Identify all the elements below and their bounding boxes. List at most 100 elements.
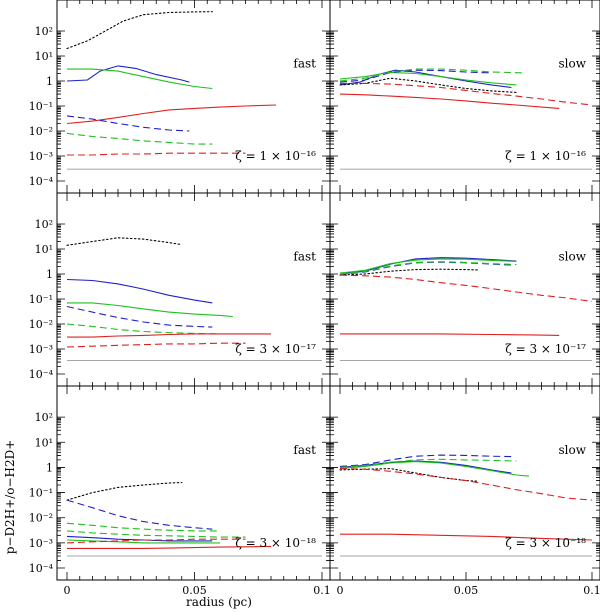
series-blue-solid bbox=[66, 278, 213, 304]
y-tick-label: 10⁻² bbox=[29, 125, 53, 138]
series-blue-dashed bbox=[66, 115, 190, 132]
y-tick-label: 10² bbox=[35, 411, 53, 424]
series-blue-dashed bbox=[339, 261, 512, 276]
major-ticks bbox=[57, 386, 330, 580]
series-red-solid bbox=[66, 104, 277, 125]
x-tick-label: 0.1 bbox=[583, 584, 600, 597]
panel-frame bbox=[56, 0, 331, 194]
minor-ticks bbox=[57, 0, 330, 193]
x-tick-label: 0.05 bbox=[454, 584, 479, 597]
series-blue-solid bbox=[339, 460, 512, 474]
panel-fast-1e-16: fast ζ = 1 × 10⁻¹⁶ 10⁻⁴ 10⁻³ 10⁻² 10⁻¹ 1 10¹ 10² bbox=[29, 0, 331, 194]
panel-frame bbox=[329, 0, 600, 194]
y-tick-label: 10⁻² bbox=[29, 512, 53, 525]
zeta-label: ζ = 3 × 10⁻¹⁷ bbox=[505, 342, 586, 356]
y-tick-label: 10⁻³ bbox=[29, 150, 53, 163]
series-red-solid bbox=[340, 333, 560, 336]
series-black-dotted bbox=[66, 11, 213, 50]
series-black-dotted bbox=[339, 268, 480, 276]
minor-ticks bbox=[330, 0, 600, 193]
zeta-label: ζ = 3 × 10⁻¹⁸ bbox=[235, 536, 316, 550]
speed-label: fast bbox=[293, 443, 316, 457]
series-green-solid bbox=[67, 68, 213, 90]
y-tick-label: 10⁻⁴ bbox=[29, 368, 54, 381]
series-green-solid bbox=[339, 258, 517, 274]
series-blue-dashed bbox=[339, 454, 512, 467]
panel-slow-3e-18: slow ζ = 3 × 10⁻¹⁸ 0 0.05 0.1 bbox=[329, 385, 600, 597]
y-tick-label: 10¹ bbox=[35, 436, 53, 449]
y-tick-label: 1 bbox=[46, 75, 53, 88]
y-tick-label: 10⁻¹ bbox=[29, 100, 53, 113]
series-red-dashed bbox=[66, 538, 246, 544]
panel-fast-3e-17: fast ζ = 3 × 10⁻¹⁷ 10⁻⁴ 10⁻³ 10⁻² 10⁻¹ 1 10¹ 10² bbox=[29, 192, 331, 387]
y-tick-label: 10¹ bbox=[35, 50, 53, 63]
series-black-dotted bbox=[66, 482, 183, 501]
panel-frame bbox=[329, 385, 600, 581]
series-blue-dashed bbox=[66, 305, 213, 328]
panel-slow-3e-17: slow ζ = 3 × 10⁻¹⁷ bbox=[329, 192, 600, 387]
y-tick-label: 1 bbox=[46, 268, 53, 281]
series-black-dotted bbox=[66, 237, 183, 246]
y-tick-label: 10⁻¹ bbox=[29, 293, 53, 306]
series-blue-dashed bbox=[66, 499, 213, 530]
series-green-solid bbox=[339, 461, 530, 477]
zeta-label: ζ = 1 × 10⁻¹⁶ bbox=[235, 149, 316, 163]
series-blue-solid bbox=[66, 65, 190, 83]
series-red-solid bbox=[340, 533, 593, 541]
x-tick-label: 0.1 bbox=[313, 584, 331, 597]
y-tick-label: 10⁻¹ bbox=[29, 487, 53, 500]
panel-frame bbox=[56, 385, 331, 581]
series-green-solid bbox=[339, 71, 517, 86]
series-green-solid bbox=[66, 539, 220, 544]
panel-slow-1e-16: slow ζ = 1 × 10⁻¹⁶ bbox=[329, 0, 600, 194]
series-green-dashed bbox=[339, 261, 517, 275]
speed-label: slow bbox=[559, 57, 587, 71]
series-green-dashed bbox=[66, 323, 221, 335]
major-ticks bbox=[330, 386, 600, 580]
major-ticks bbox=[330, 0, 600, 193]
series-green-dashed bbox=[66, 522, 220, 532]
panel-frame bbox=[329, 192, 600, 387]
series-red-dashed bbox=[67, 152, 246, 156]
x-axis-label: radius (pc) bbox=[186, 595, 252, 609]
series-red-dashed bbox=[339, 468, 593, 501]
major-ticks bbox=[57, 193, 330, 386]
series-blue-solid bbox=[339, 257, 517, 275]
zeta-label: ζ = 1 × 10⁻¹⁶ bbox=[505, 149, 586, 163]
y-tick-label: 10⁻² bbox=[29, 318, 53, 331]
x-tick-label: 0 bbox=[337, 584, 344, 597]
y-axis-label: p−D2H+/o−H2D+ bbox=[3, 440, 17, 555]
zeta-label: ζ = 3 × 10⁻¹⁸ bbox=[505, 536, 586, 550]
series-red-dashed bbox=[66, 342, 246, 348]
series-red-solid bbox=[67, 333, 271, 338]
y-tick-label: 10⁻⁴ bbox=[29, 175, 54, 188]
y-tick-label: 10² bbox=[35, 25, 53, 38]
panel-fast-3e-18: fast ζ = 3 × 10⁻¹⁸ 10⁻⁴ 10⁻³ 10⁻² 10⁻¹ 1 10¹ 10²… bbox=[29, 385, 331, 597]
series-black-dotted bbox=[339, 77, 517, 93]
minor-ticks bbox=[57, 386, 330, 580]
series-black-dotted bbox=[339, 468, 480, 482]
series-green-dashed bbox=[339, 68, 525, 82]
series-green-solid bbox=[67, 302, 233, 318]
speed-label: slow bbox=[559, 250, 587, 264]
major-ticks bbox=[57, 0, 330, 193]
y-tick-label: 10¹ bbox=[35, 243, 53, 256]
series-red-dashed bbox=[340, 82, 593, 106]
speed-label: fast bbox=[293, 250, 316, 264]
x-tick-label: 0.05 bbox=[182, 584, 207, 597]
y-tick-label: 10⁻³ bbox=[29, 537, 53, 550]
minor-ticks bbox=[330, 386, 600, 580]
series-green-dashed bbox=[66, 132, 213, 145]
series-red-dashed bbox=[339, 274, 593, 302]
major-ticks bbox=[330, 193, 600, 386]
series-blue-dashed bbox=[339, 69, 492, 83]
minor-ticks bbox=[57, 193, 330, 386]
series-green-dashed bbox=[66, 530, 246, 538]
x-tick-label: 0 bbox=[64, 584, 71, 597]
minor-ticks bbox=[330, 193, 600, 386]
series-red-solid bbox=[67, 545, 272, 549]
series-red-solid bbox=[339, 93, 560, 109]
y-tick-label: 10⁻³ bbox=[29, 343, 53, 356]
y-tick-label: 10⁻⁴ bbox=[29, 562, 54, 575]
